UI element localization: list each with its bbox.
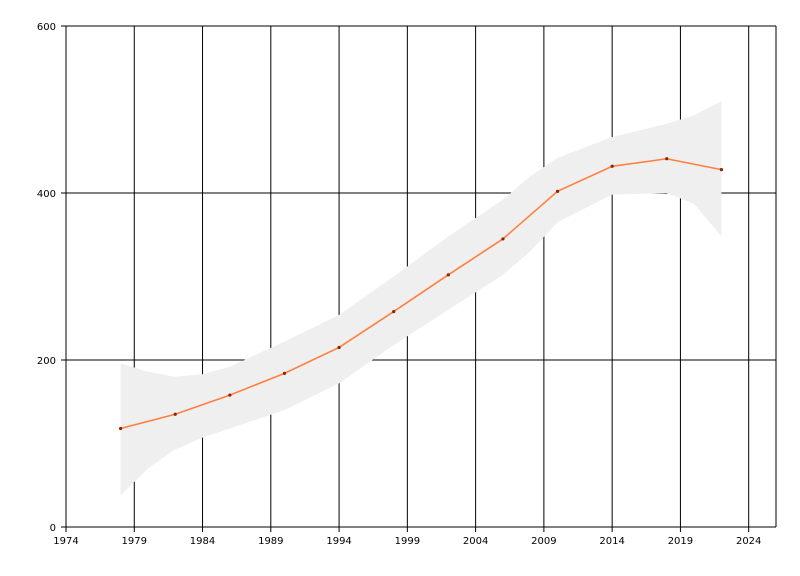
y-tick-label: 400 [37, 189, 56, 200]
data-point [392, 309, 396, 314]
x-tick-label: 1974 [53, 536, 78, 547]
data-points [119, 157, 723, 431]
confidence-band [120, 101, 722, 496]
y-tick-label: 0 [50, 523, 56, 534]
x-tick-label: 2009 [531, 536, 556, 547]
x-tick-label: 2014 [599, 536, 624, 547]
data-point [665, 157, 669, 161]
x-tick-label: 2019 [668, 536, 693, 547]
data-point [337, 345, 341, 350]
x-tick-label: 1984 [190, 536, 215, 547]
data-point [719, 168, 723, 172]
data-point [610, 164, 614, 168]
data-point [173, 412, 177, 416]
x-tick-label: 1994 [326, 536, 351, 547]
data-point [446, 273, 450, 277]
x-tick-label: 2004 [463, 536, 488, 547]
series-line [120, 157, 722, 430]
gridlines [66, 25, 777, 527]
x-axis-ticks: 1974 1979 1984 1989 1994 1999 2004 2009 2014 2019… [53, 527, 761, 547]
data-point [501, 237, 505, 241]
x-tick-label: 2024 [736, 536, 761, 547]
axes [65, 26, 776, 528]
x-tick-label: 1989 [258, 536, 283, 547]
x-tick-label: 1979 [122, 536, 147, 547]
data-point [282, 371, 287, 375]
y-tick-label: 200 [37, 356, 56, 367]
y-tick-label: 600 [37, 22, 56, 33]
x-tick-label: 1999 [395, 536, 420, 547]
data-point [555, 189, 560, 193]
y-axis-ticks: 0 200 400 600 [37, 22, 66, 534]
data-point [119, 426, 123, 431]
data-point [228, 393, 232, 397]
